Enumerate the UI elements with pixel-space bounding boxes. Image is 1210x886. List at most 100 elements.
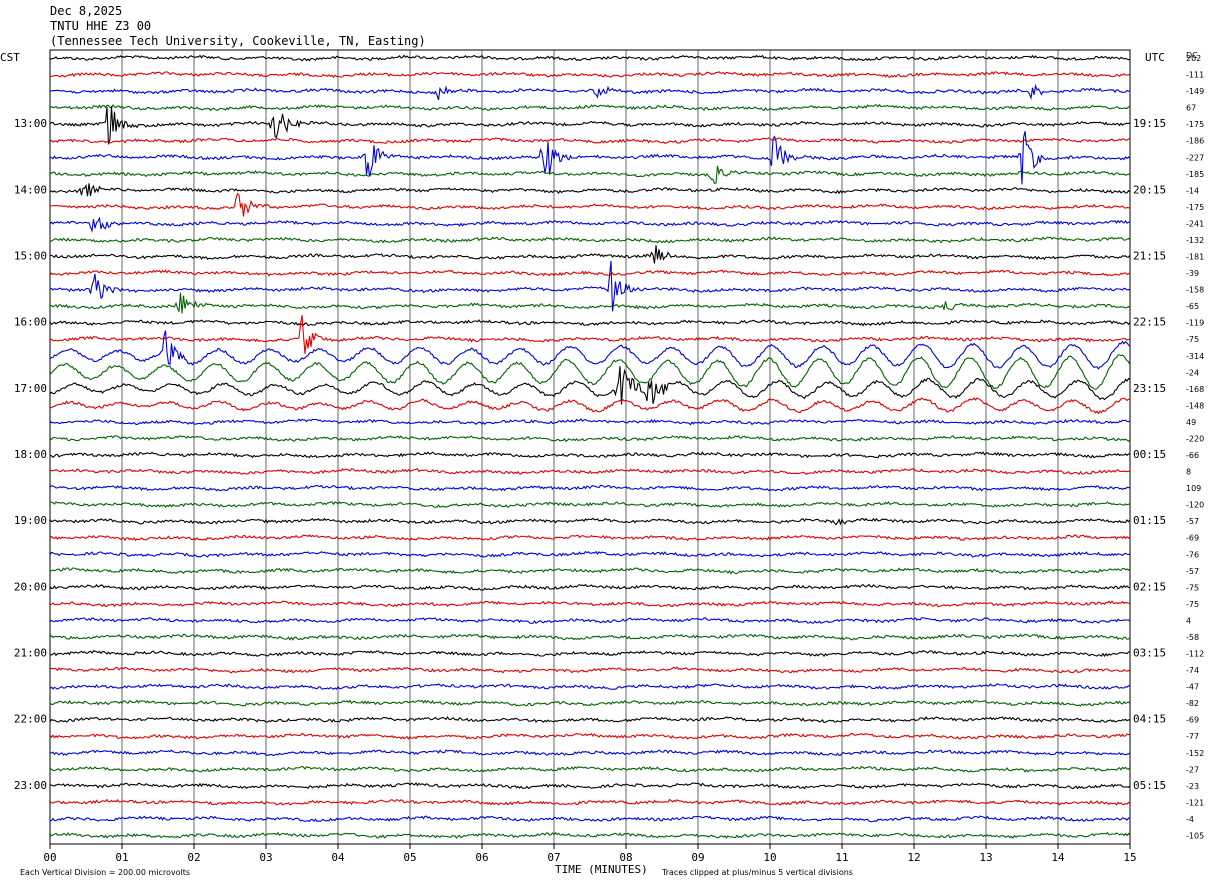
dc-offset-label: -158 <box>1186 286 1204 295</box>
dc-offset-label: -220 <box>1186 434 1204 443</box>
trace-line-24 <box>49 451 1131 459</box>
trace-line-20 <box>49 366 1131 405</box>
dc-offset-label: -65 <box>1186 302 1199 311</box>
trace-line-46 <box>50 815 1131 823</box>
dc-offset-label: -227 <box>1186 153 1204 162</box>
x-tick-label: 04 <box>331 851 345 864</box>
dc-offset-label: 202 <box>1186 54 1201 63</box>
dc-offset-label: -14 <box>1186 186 1199 195</box>
dc-offset-label: -185 <box>1186 170 1204 179</box>
x-tick-label: 06 <box>475 851 488 864</box>
utc-hour-label: 05:15 <box>1133 779 1166 792</box>
x-tick-label: 00 <box>43 851 56 864</box>
dc-offset-label: -69 <box>1186 716 1199 725</box>
dc-offset-label: -75 <box>1186 335 1199 344</box>
trace-line-32 <box>49 583 1130 591</box>
trace-line-40 <box>49 715 1130 723</box>
trace-line-3 <box>49 103 1131 112</box>
x-tick-label: 13 <box>979 851 992 864</box>
trace-line-1 <box>50 70 1131 79</box>
dc-offset-label: -69 <box>1186 534 1199 543</box>
trace-line-29 <box>49 534 1131 542</box>
x-tick-label: 01 <box>115 851 128 864</box>
dc-offset-label: 49 <box>1186 418 1196 427</box>
dc-offset-label: -75 <box>1186 600 1199 609</box>
trace-line-8 <box>49 183 1131 197</box>
trace-line-18 <box>49 330 1131 370</box>
trace-line-21 <box>49 397 1131 415</box>
cst-hour-label: 23:00 <box>14 779 47 792</box>
trace-line-38 <box>49 683 1131 690</box>
trace-line-35 <box>49 633 1131 641</box>
cst-hour-label: 16:00 <box>14 316 47 329</box>
dc-offset-label: -57 <box>1186 567 1199 576</box>
cst-hour-label: 14:00 <box>14 183 47 196</box>
trace-line-6 <box>49 131 1131 185</box>
dc-offset-label: -241 <box>1186 219 1204 228</box>
trace-line-42 <box>49 749 1131 757</box>
plot-frame <box>49 49 1131 845</box>
dc-offset-label: -314 <box>1186 352 1204 361</box>
dc-offset-label: -168 <box>1186 385 1204 394</box>
trace-line-5 <box>49 137 1131 145</box>
x-tick-label: 15 <box>1123 851 1136 864</box>
trace-line-28 <box>49 517 1131 526</box>
trace-line-43 <box>49 765 1131 773</box>
utc-hour-label: 00:15 <box>1133 448 1166 461</box>
dc-offset-label: 109 <box>1186 484 1201 493</box>
dc-offset-label: -57 <box>1186 517 1199 526</box>
trace-line-26 <box>49 484 1131 492</box>
header-date: Dec 8,2025 <box>50 4 123 18</box>
axis-labels: 00 01 02 03 04 05 06 07 08 09 10 11 12 13 14 15 13:00 14:… <box>14 117 1166 864</box>
utc-hour-label: 23:15 <box>1133 382 1166 395</box>
dc-offset-label: -76 <box>1186 550 1199 559</box>
header-station: TNTU HHE Z3 00 <box>50 19 152 33</box>
trace-line-13 <box>49 269 1131 277</box>
x-axis-title: TIME (MINUTES) <box>555 863 648 876</box>
dc-offset-label: -112 <box>1186 650 1204 659</box>
trace-line-31 <box>49 567 1131 575</box>
trace-line-10 <box>49 216 1131 233</box>
header-location: (Tennessee Tech University, Cookeville, … <box>50 34 426 48</box>
utc-hour-label: 04:15 <box>1133 713 1166 726</box>
dc-offset-label: -181 <box>1186 253 1204 262</box>
trace-line-0 <box>49 54 1131 62</box>
utc-hour-label: 03:15 <box>1133 647 1166 660</box>
trace-line-33 <box>49 600 1131 608</box>
dc-offset-label: -121 <box>1186 798 1204 807</box>
x-tick-label: 10 <box>763 851 776 864</box>
dc-offset-label: 4 <box>1186 616 1191 625</box>
dc-offset-label: 8 <box>1186 468 1191 477</box>
dc-offset-label: -186 <box>1186 137 1204 146</box>
x-tick-label: 05 <box>403 851 416 864</box>
dc-offset-label: -175 <box>1186 203 1204 212</box>
trace-line-11 <box>49 236 1131 244</box>
trace-line-39 <box>49 699 1131 707</box>
dc-offset-label: -75 <box>1186 583 1199 592</box>
dc-offset-label: -120 <box>1186 501 1204 510</box>
trace-line-16 <box>49 319 1131 327</box>
trace-line-15 <box>50 292 1131 314</box>
cst-hour-label: 15:00 <box>14 250 47 263</box>
trace-line-17 <box>49 315 1131 354</box>
trace-line-23 <box>49 435 1131 443</box>
cst-label: CST <box>0 51 20 64</box>
dc-offset-label: -82 <box>1186 699 1199 708</box>
clip-note: Traces clipped at plus/minus 5 vertical … <box>661 868 853 877</box>
x-tick-label: 12 <box>907 851 920 864</box>
dc-label: DC <box>1186 51 1198 60</box>
utc-hour-label: 21:15 <box>1133 250 1166 263</box>
x-tick-label: 14 <box>1051 851 1065 864</box>
dc-offset-label: -4 <box>1186 815 1194 824</box>
cst-hour-label: 17:00 <box>14 382 47 395</box>
dc-offset-label: -152 <box>1186 749 1204 758</box>
cst-hour-label: 21:00 <box>14 647 47 660</box>
trace-line-41 <box>49 732 1131 740</box>
grid-lines <box>49 49 1131 845</box>
trace-line-44 <box>49 782 1131 790</box>
cst-hour-label: 19:00 <box>14 514 47 527</box>
dc-offset-label: -27 <box>1186 765 1199 774</box>
trace-line-36 <box>49 650 1131 658</box>
dc-offset-label: -132 <box>1186 236 1204 245</box>
trace-line-30 <box>49 550 1131 558</box>
